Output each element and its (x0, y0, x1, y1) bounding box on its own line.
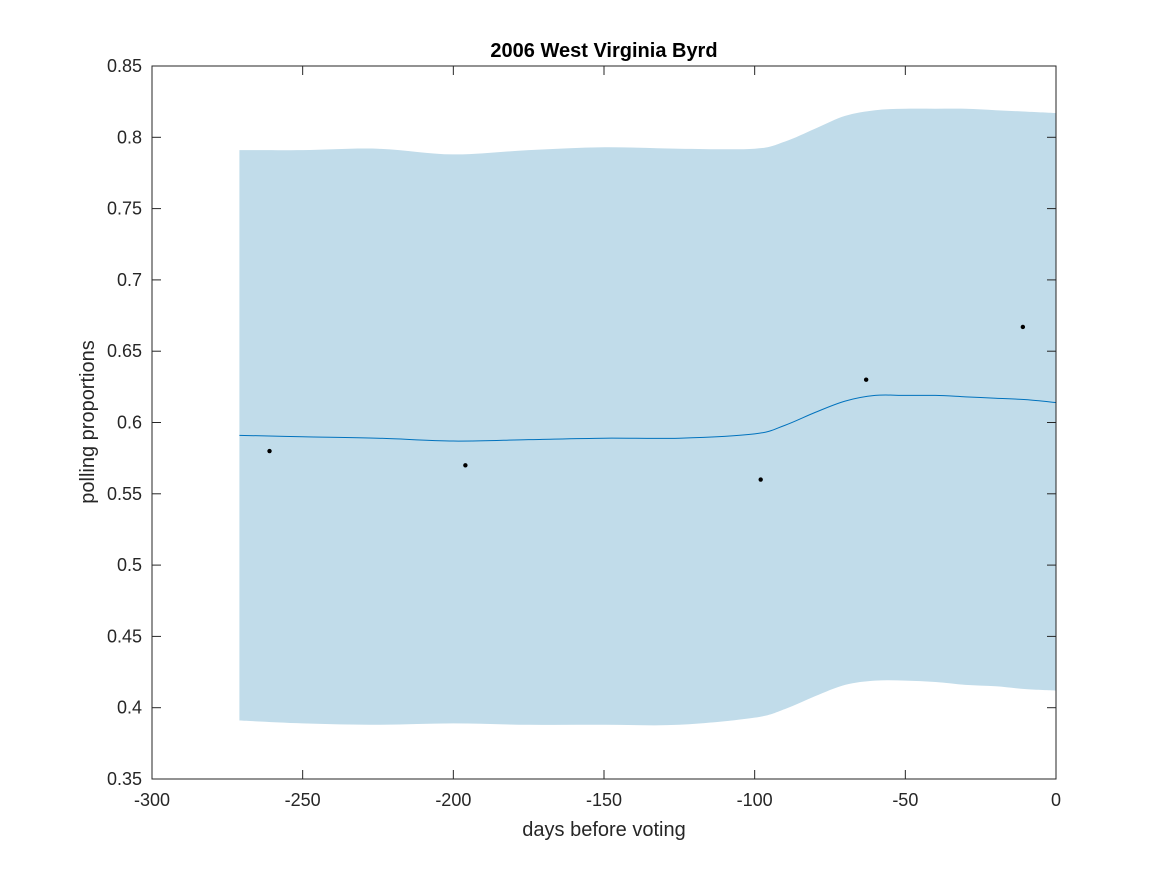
y-tick-label: 0.5 (117, 555, 142, 575)
x-tick-label: -50 (892, 790, 918, 810)
y-tick-label: 0.45 (107, 626, 142, 646)
y-tick-label: 0.35 (107, 769, 142, 789)
x-tick-label: -250 (285, 790, 321, 810)
y-tick-label: 0.8 (117, 127, 142, 147)
y-tick-label: 0.85 (107, 56, 142, 76)
y-tick-label: 0.7 (117, 270, 142, 290)
x-tick-label: -200 (435, 790, 471, 810)
x-tick-label: -100 (737, 790, 773, 810)
ticks-layer: -300 -250 -200 -150 -100 -50 0 0.35 0.4 0.45 0.5 0.… (107, 56, 1061, 810)
y-tick-label: 0.65 (107, 341, 142, 361)
x-axis-label: days before voting (522, 819, 685, 841)
confidence-band-layer (239, 108, 1056, 726)
poll-point (758, 477, 763, 482)
poll-point (863, 377, 869, 382)
y-tick-label: 0.75 (107, 199, 142, 219)
poll-points-layer (267, 324, 1026, 482)
x-tick-label: -300 (134, 790, 170, 810)
poll-point (267, 448, 272, 454)
y-tick-label: 0.6 (117, 413, 142, 433)
x-tick-label: -150 (586, 790, 622, 810)
poll-point (463, 463, 468, 468)
y-tick-label: 0.4 (117, 698, 142, 718)
poll-point (1020, 324, 1026, 330)
confidence-band (239, 108, 1056, 726)
mean-line (239, 394, 1057, 442)
x-tick-label: 0 (1051, 790, 1061, 810)
y-axis-label: polling proportions (77, 340, 99, 503)
chart-title: 2006 West Virginia Byrd (490, 40, 717, 62)
mean-line-layer (239, 394, 1057, 442)
y-tick-label: 0.55 (107, 484, 142, 504)
